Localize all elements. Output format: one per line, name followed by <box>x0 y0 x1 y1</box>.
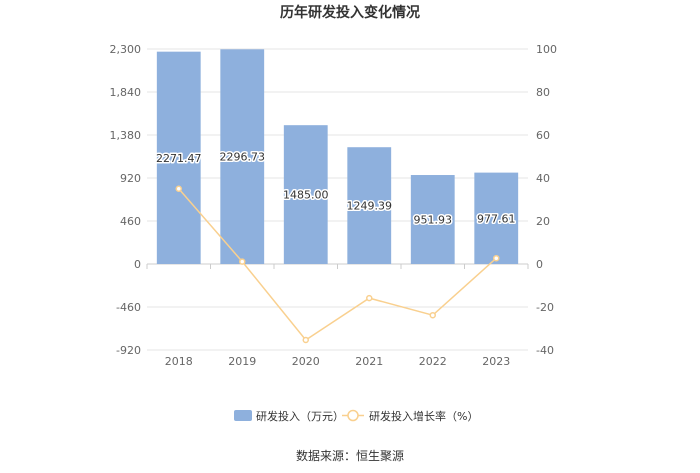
growth-rate-point <box>302 336 309 344</box>
y-right-tick-label: 100 <box>536 43 557 56</box>
bar <box>220 49 265 264</box>
bar-data-label: 1249.39 <box>347 200 393 213</box>
y-left-tick-label: -460 <box>116 301 141 314</box>
legend[interactable]: 研发投入（万元） 研发投入增长率（%） <box>234 409 478 423</box>
growth-rate-line <box>178 188 497 341</box>
bar <box>156 51 201 265</box>
growth-rate-point <box>366 294 373 302</box>
growth-rate-point <box>239 258 246 265</box>
legend-item-bar[interactable]: 研发投入（万元） <box>234 409 344 423</box>
x-tick-label: 2018 <box>165 355 193 368</box>
growth-rate-point <box>493 254 500 262</box>
bar-data-label: 1485.00 <box>283 189 329 202</box>
y-right-tick-label: 0 <box>536 258 543 271</box>
line-series <box>175 185 500 344</box>
x-tick-label: 2022 <box>419 355 447 368</box>
x-tick-label: 2021 <box>355 355 383 368</box>
y-right-tick-label: 20 <box>536 215 550 228</box>
x-tick-label: 2020 <box>292 355 320 368</box>
grid-lines <box>147 48 528 351</box>
y-left-tick-label: 920 <box>120 172 141 185</box>
y-left-tick-label: 1,380 <box>110 129 142 142</box>
growth-rate-point <box>175 185 182 192</box>
chart-title: 历年研发投入变化情况 <box>280 4 420 21</box>
bar <box>283 125 328 264</box>
bar-data-label: 951.93 <box>414 214 453 227</box>
legend-line-label: 研发投入增长率（%） <box>369 409 478 423</box>
y-left-tick-label: 2,300 <box>110 43 142 56</box>
bar-data-label: 977.61 <box>477 212 516 225</box>
growth-rate-point <box>429 311 436 319</box>
y-right-tick-label: -20 <box>536 301 554 314</box>
y-right-tick-label: -40 <box>536 344 554 357</box>
y-right-tick-label: 80 <box>536 86 550 99</box>
axes: 2,300 1,840 1,380 920 460 0 -460 -920 100 80 60 40 2… <box>110 43 558 368</box>
y-right-tick-label: 40 <box>536 172 550 185</box>
y-left-tick-label: -920 <box>116 344 141 357</box>
bar-series <box>156 49 519 265</box>
y-right-tick-label: 60 <box>536 129 550 142</box>
x-tick-label: 2023 <box>482 355 510 368</box>
x-tick-label: 2019 <box>228 355 256 368</box>
legend-line-marker <box>347 409 359 422</box>
y-left-tick-label: 1,840 <box>110 86 142 99</box>
y-left-tick-label: 0 <box>134 258 141 271</box>
bar <box>347 147 392 264</box>
bar-data-label: 2271.47 <box>156 152 202 165</box>
bar <box>474 172 519 264</box>
bar-data-label: 2296.73 <box>220 151 266 164</box>
legend-bar-swatch <box>234 410 252 421</box>
data-source: 数据来源：恒生聚源 <box>296 448 404 463</box>
legend-item-line[interactable]: 研发投入增长率（%） <box>342 409 478 423</box>
data-labels: 2271.47 2296.73 1485.00 1249.39 951.93 977.61 <box>155 149 518 228</box>
bar <box>410 175 455 264</box>
y-left-tick-label: 460 <box>120 215 141 228</box>
legend-bar-label: 研发投入（万元） <box>256 409 344 423</box>
